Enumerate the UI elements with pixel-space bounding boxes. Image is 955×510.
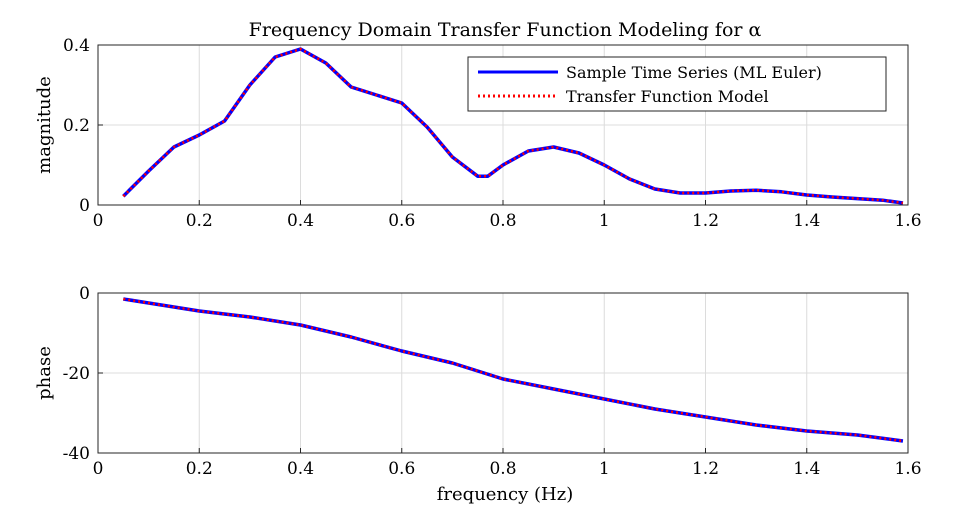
x-tick-label: 0.2 bbox=[186, 211, 213, 231]
magnitude-x-ticks: 0 0.2 0.4 0.6 0.8 1 1.2 1.4 1.6 bbox=[93, 200, 922, 231]
x-tick-label: 0.2 bbox=[186, 459, 213, 479]
y-tick-label: -20 bbox=[63, 364, 90, 384]
x-tick-label: 1.6 bbox=[894, 459, 921, 479]
phase-x-ticks: 0 0.2 0.4 0.6 0.8 1 1.2 1.4 1.6 bbox=[93, 448, 922, 479]
x-tick-label: 0.8 bbox=[489, 459, 516, 479]
x-tick-label: 0 bbox=[93, 459, 104, 479]
x-tick-label: 1.4 bbox=[793, 459, 820, 479]
legend-box bbox=[467, 56, 887, 112]
phase-series bbox=[123, 297, 904, 443]
x-tick-label: 0.6 bbox=[388, 459, 415, 479]
phase-y-axis-label: phase bbox=[34, 346, 55, 400]
x-tick-label: 0.4 bbox=[287, 211, 314, 231]
x-tick-label: 1.2 bbox=[692, 211, 719, 231]
y-tick-label: 0 bbox=[79, 284, 90, 304]
magnitude-y-ticks: 0 0.2 0.4 bbox=[63, 36, 103, 216]
x-tick-label: 1 bbox=[599, 459, 610, 479]
x-tick-label: 0.4 bbox=[287, 459, 314, 479]
y-tick-label: 0.4 bbox=[63, 36, 90, 56]
model-line bbox=[122, 47, 904, 205]
chart-title: Frequency Domain Transfer Function Model… bbox=[249, 19, 762, 41]
legend-label-sample: Sample Time Series (ML Euler) bbox=[566, 63, 822, 82]
phase-axes: 0 0.2 0.4 0.6 0.8 1 1.2 1.4 1.6 0 -20 -40 phase fr… bbox=[34, 284, 922, 505]
y-tick-label: -40 bbox=[63, 444, 90, 464]
x-tick-label: 0.6 bbox=[388, 211, 415, 231]
sample-line bbox=[123, 297, 904, 443]
model-line bbox=[123, 297, 904, 443]
phase-y-ticks: 0 -20 -40 bbox=[63, 284, 103, 464]
x-tick-label: 1.4 bbox=[793, 211, 820, 231]
y-tick-label: 0 bbox=[79, 196, 90, 216]
x-tick-label: 1 bbox=[599, 211, 610, 231]
x-tick-label: 0 bbox=[93, 211, 104, 231]
magnitude-series bbox=[122, 47, 904, 205]
x-tick-label: 0.8 bbox=[489, 211, 516, 231]
magnitude-axes: Frequency Domain Transfer Function Model… bbox=[34, 19, 922, 231]
x-tick-label: 1.6 bbox=[894, 211, 921, 231]
magnitude-y-axis-label: magnitude bbox=[34, 76, 55, 174]
x-axis-label: frequency (Hz) bbox=[437, 484, 573, 505]
legend: Sample Time Series (ML Euler) Transfer F… bbox=[467, 56, 887, 112]
y-tick-label: 0.2 bbox=[63, 116, 90, 136]
x-tick-label: 1.2 bbox=[692, 459, 719, 479]
legend-label-model: Transfer Function Model bbox=[566, 87, 769, 106]
